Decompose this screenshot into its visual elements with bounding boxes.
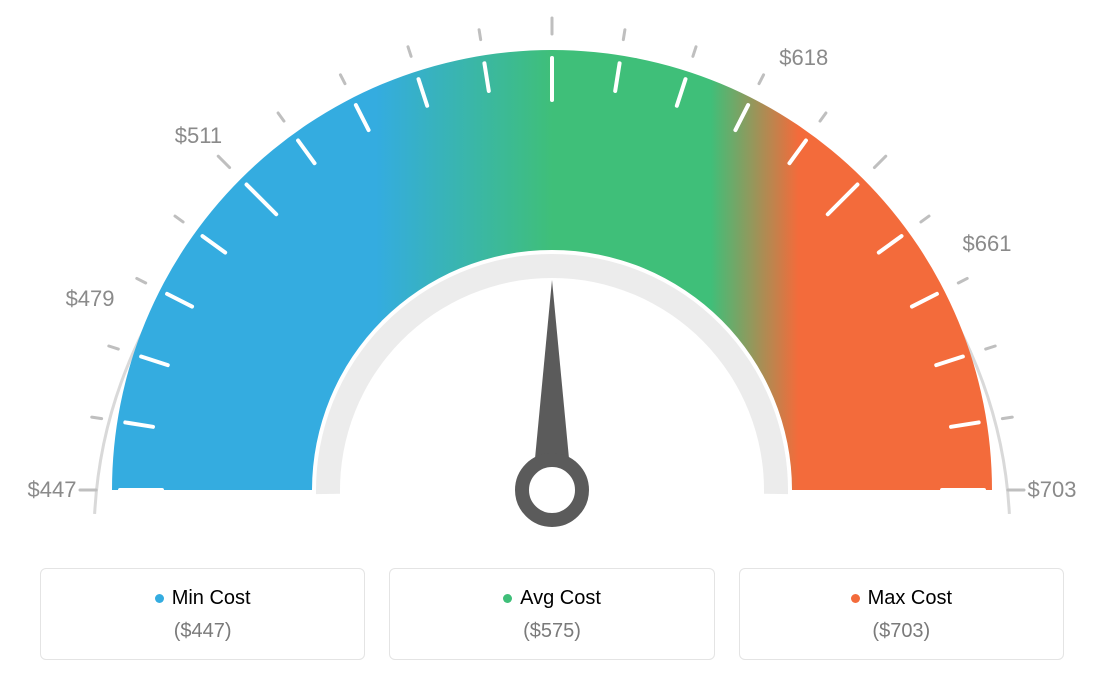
gauge-tick-label: $511 xyxy=(175,123,222,149)
legend-card-avg: Avg Cost ($575) xyxy=(389,568,714,660)
legend-title-avg: Avg Cost xyxy=(503,587,601,610)
dot-icon-max xyxy=(851,594,860,603)
gauge-tick-label: $575 xyxy=(528,0,577,3)
gauge-tick-label: $661 xyxy=(963,231,1012,257)
gauge-tick-label: $479 xyxy=(66,286,115,312)
legend-label-avg: Avg Cost xyxy=(520,587,601,610)
legend-value-min: ($447) xyxy=(51,620,354,643)
legend-row: Min Cost ($447) Avg Cost ($575) Max Cost… xyxy=(40,568,1064,660)
gauge-tick-label: $703 xyxy=(1028,477,1077,503)
legend-title-max: Max Cost xyxy=(851,587,952,610)
legend-label-max: Max Cost xyxy=(868,587,952,610)
gauge-tick-label: $447 xyxy=(28,477,77,503)
dot-icon-avg xyxy=(503,594,512,603)
dot-icon-min xyxy=(155,594,164,603)
legend-label-min: Min Cost xyxy=(172,587,251,610)
legend-card-min: Min Cost ($447) xyxy=(40,568,365,660)
legend-value-avg: ($575) xyxy=(400,620,703,643)
legend-value-max: ($703) xyxy=(750,620,1053,643)
legend-card-max: Max Cost ($703) xyxy=(739,568,1064,660)
gauge-tick-label: $618 xyxy=(779,45,828,71)
legend-title-min: Min Cost xyxy=(155,587,251,610)
gauge-svg xyxy=(0,0,1104,560)
gauge-chart: $447 $479 $511 $575 $618 $661 $703 xyxy=(0,0,1104,560)
